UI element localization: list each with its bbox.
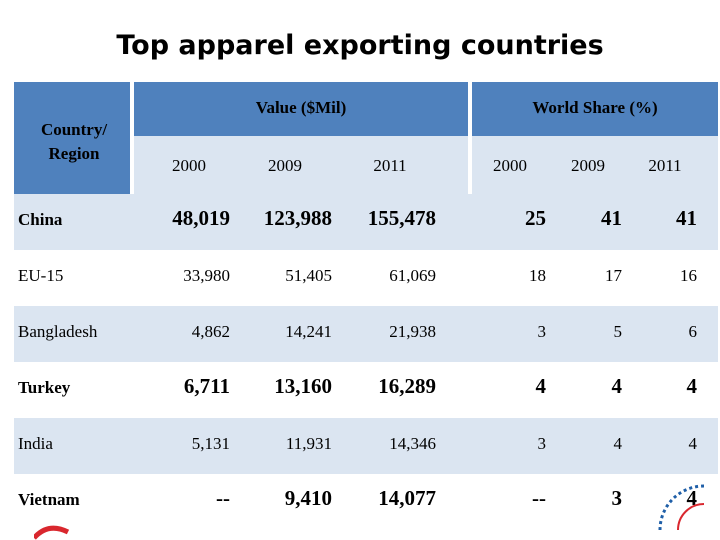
row-divider xyxy=(14,250,718,251)
value-cell: 13,160 xyxy=(274,374,332,398)
value-years-band xyxy=(134,136,468,194)
share-header-cell xyxy=(472,82,718,136)
value-cell: 16,289 xyxy=(378,374,436,398)
country-header-cell xyxy=(14,82,130,194)
value-mil-header: Value ($Mil) xyxy=(255,98,347,117)
value-year-2000: 2000 xyxy=(172,156,206,175)
share-cell: 4 xyxy=(688,434,698,453)
export-table: Country/ Region Value ($Mil) World Share… xyxy=(14,82,718,534)
share-years-band xyxy=(472,136,718,194)
world-share-header: World Share (%) xyxy=(532,98,658,117)
slide-title: Top apparel exporting countries xyxy=(116,30,604,61)
share-cell: 25 xyxy=(525,206,546,230)
share-cell: 18 xyxy=(529,266,546,285)
share-cell: 3 xyxy=(611,486,623,510)
value-header-cell xyxy=(134,82,468,136)
row-bg-bangladesh xyxy=(14,306,718,362)
value-cell: 51,405 xyxy=(285,266,332,285)
share-year-2000: 2000 xyxy=(493,156,527,175)
country-region-header: Country/ Region xyxy=(40,120,108,163)
share-cell: 41 xyxy=(676,206,697,230)
country-cell-turkey: Turkey xyxy=(18,378,71,397)
value-cell: 21,938 xyxy=(389,322,436,341)
share-cell: 3 xyxy=(537,322,547,341)
logo-mark xyxy=(658,484,705,531)
share-cell: -- xyxy=(532,486,546,510)
value-cell: 155,478 xyxy=(367,206,436,230)
value-cell: 4,862 xyxy=(191,322,230,341)
share-cell: 41 xyxy=(601,206,622,230)
value-cell: 5,131 xyxy=(191,434,230,453)
share-cell: 16 xyxy=(680,266,697,285)
share-cell: 5 xyxy=(613,322,623,341)
country-cell-india: India xyxy=(18,434,53,453)
row-bg-india xyxy=(14,418,718,474)
value-cell: 14,241 xyxy=(285,322,332,341)
share-cell: 4 xyxy=(686,486,698,510)
share-cell: 4 xyxy=(535,374,547,398)
value-cell: 33,980 xyxy=(183,266,230,285)
value-year-2011: 2011 xyxy=(373,156,407,175)
share-cell: 3 xyxy=(537,434,547,453)
share-year-2009: 2009 xyxy=(571,156,605,175)
value-cell: 48,019 xyxy=(172,206,230,230)
value-cell: 61,069 xyxy=(389,266,436,285)
share-cell: 4 xyxy=(611,374,623,398)
share-year-2011: 2011 xyxy=(648,156,682,175)
country-cell-vietnam: Vietnam xyxy=(18,490,80,509)
country-cell-bangladesh: Bangladesh xyxy=(18,322,98,341)
value-cell: 9,410 xyxy=(284,486,332,510)
value-cell: 123,988 xyxy=(263,206,332,230)
brand-swoosh xyxy=(34,525,70,540)
share-cell: 4 xyxy=(686,374,698,398)
share-cell: 4 xyxy=(613,434,623,453)
share-cell: 6 xyxy=(688,322,698,341)
row-divider xyxy=(14,362,718,363)
value-cell: 6,711 xyxy=(183,374,230,398)
share-cell: 17 xyxy=(605,266,622,285)
value-cell: 14,077 xyxy=(378,486,436,510)
value-cell: 14,346 xyxy=(389,434,436,453)
value-cell: -- xyxy=(216,486,230,510)
value-cell: 11,931 xyxy=(285,434,332,453)
country-cell-china: China xyxy=(18,210,63,229)
country-cell-eu-15: EU-15 xyxy=(18,266,64,285)
row-bg-china xyxy=(14,194,718,250)
row-divider xyxy=(14,474,718,475)
value-year-2009: 2009 xyxy=(268,156,302,175)
